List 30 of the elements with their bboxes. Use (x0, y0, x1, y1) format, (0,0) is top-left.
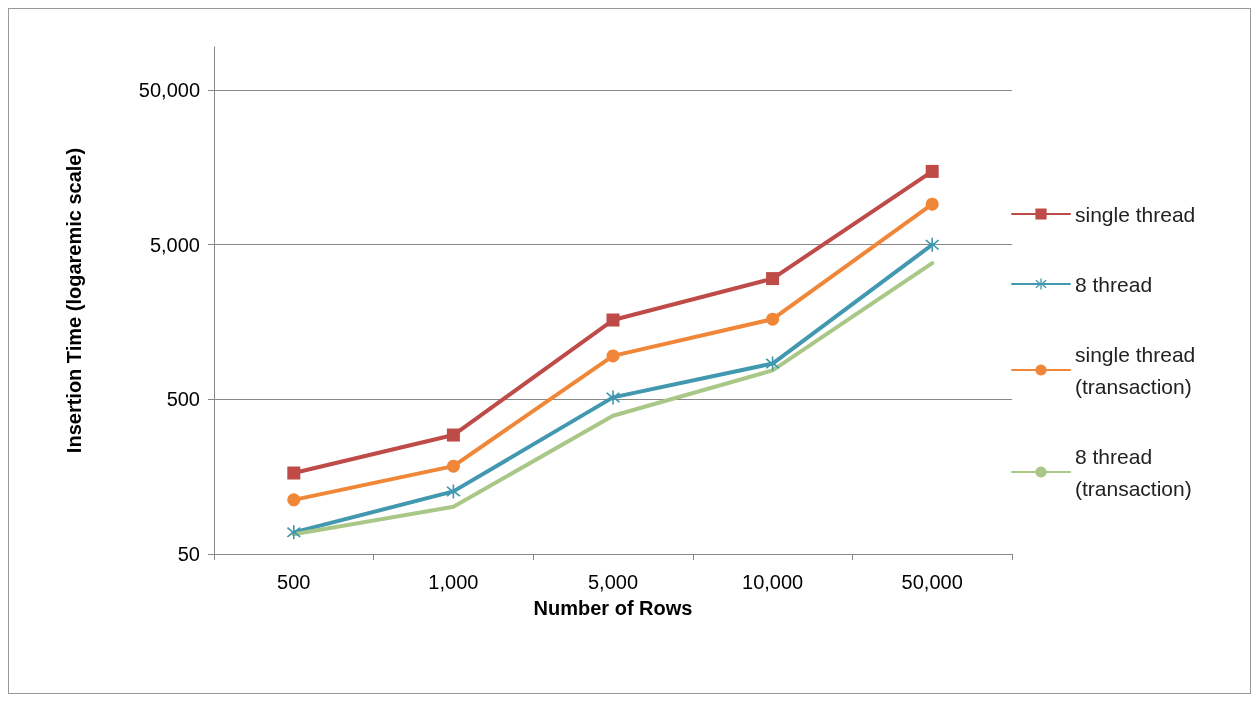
point (446, 428, 460, 442)
y-axis-title: Insertion Time (logaremic scale) (63, 147, 85, 454)
legend-label: 8 thread (transaction) (1075, 444, 1192, 500)
point (606, 390, 620, 405)
point (766, 312, 780, 326)
x-tick-label: 10,000 (742, 571, 804, 593)
legend-label: single thread (1075, 202, 1196, 226)
legend-label: 8 thread (1075, 272, 1153, 296)
x-tick-label: 50,000 (901, 571, 963, 593)
x-axis-title: Number of Rows (533, 597, 693, 619)
legend-label: single thread (transaction) (1075, 342, 1202, 398)
y-tick-label: 50,000 (138, 79, 200, 102)
point (766, 272, 780, 286)
y-tick-label: 5,000 (149, 233, 200, 256)
x-tick-label: 1,000 (428, 571, 479, 593)
point (446, 484, 461, 499)
point (287, 466, 301, 480)
point (606, 313, 620, 327)
point (606, 349, 620, 363)
point (765, 356, 780, 371)
y-tick-label: 50 (177, 543, 200, 565)
x-tick-label: 500 (277, 571, 311, 593)
y-tick-label: 500 (166, 388, 200, 411)
point (287, 493, 301, 507)
point (925, 237, 940, 252)
point (925, 164, 939, 178)
point (925, 197, 939, 211)
x-tick-label: 5,000 (587, 571, 639, 593)
point (286, 525, 301, 540)
point (446, 459, 460, 473)
